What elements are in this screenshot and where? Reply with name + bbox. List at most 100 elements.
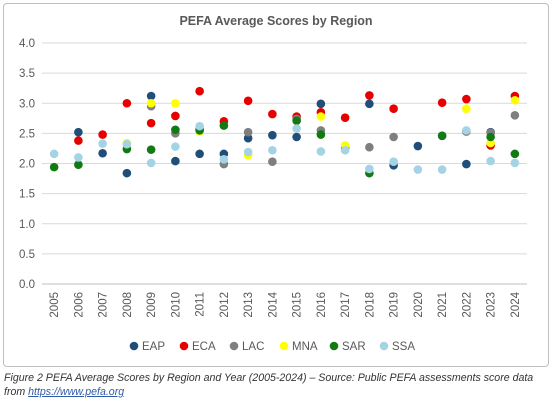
x-tick-label: 2010	[170, 292, 182, 318]
legend-marker-eca	[179, 341, 189, 351]
data-point-sar	[171, 125, 180, 135]
data-point-ssa	[365, 164, 374, 174]
x-tick-label: 2007	[98, 292, 110, 318]
legend-label-ssa: SSA	[392, 341, 415, 353]
y-tick-label: 2.5	[19, 128, 35, 140]
data-point-eap	[292, 132, 301, 142]
data-point-eap	[146, 91, 156, 101]
data-point-eap	[98, 148, 107, 158]
x-tick-label: 2020	[413, 292, 425, 318]
x-tick-label: 2005	[49, 292, 61, 318]
data-point-ssa	[122, 139, 132, 149]
legend-label-eap: EAP	[142, 341, 165, 353]
data-point-eap	[316, 99, 326, 109]
data-point-ssa	[340, 145, 350, 155]
chart-title: PEFA Average Scores by Region	[179, 14, 372, 28]
legend-marker-ssa	[379, 341, 389, 351]
y-tick-label: 3.5	[19, 68, 35, 80]
figure-caption: Figure 2 PEFA Average Scores by Region a…	[4, 371, 549, 399]
x-tick-label: 2014	[267, 291, 279, 317]
data-point-ssa	[486, 156, 495, 166]
data-point-eca	[365, 91, 374, 100]
data-point-eca	[122, 98, 132, 108]
x-tick-label: 2013	[243, 292, 255, 318]
legend-label-mna: MNA	[292, 341, 318, 353]
data-point-sar	[292, 116, 301, 126]
x-tick-label: 2022	[461, 292, 473, 318]
data-point-eap	[462, 159, 471, 169]
data-point-eca	[389, 104, 398, 113]
data-point-eap	[365, 99, 374, 109]
data-point-ssa	[413, 165, 423, 174]
data-point-ssa	[195, 121, 204, 131]
x-tick-label: 2015	[292, 292, 304, 318]
data-point-ssa	[171, 142, 180, 151]
legend-label-lac: LAC	[242, 341, 264, 353]
data-point-eca	[195, 86, 204, 96]
data-point-eca	[243, 96, 253, 106]
data-point-eca	[268, 109, 277, 119]
x-tick-label: 2018	[364, 292, 376, 318]
legend-marker-lac	[229, 341, 239, 351]
x-tick-label: 2011	[195, 292, 207, 317]
legend-marker-sar	[329, 341, 339, 351]
y-tick-label: 0.5	[19, 249, 35, 261]
data-point-ssa	[510, 158, 520, 168]
data-point-mna	[486, 138, 495, 148]
legend-label-sar: SAR	[342, 341, 366, 353]
x-tick-label: 2021	[437, 292, 449, 318]
data-point-ssa	[219, 154, 229, 164]
data-point-eca	[98, 130, 107, 139]
data-point-sar	[49, 162, 59, 172]
x-tick-label: 2006	[73, 292, 85, 318]
data-point-ssa	[243, 147, 253, 157]
y-tick-label: 2.0	[19, 159, 35, 171]
data-point-sar	[74, 160, 83, 170]
data-point-ssa	[49, 149, 59, 159]
legend-marker-eap	[129, 341, 139, 351]
source-link[interactable]: https://www.pefa.org	[28, 386, 125, 398]
data-point-ssa	[146, 158, 156, 168]
data-point-eca	[340, 113, 350, 123]
data-point-lac	[365, 142, 374, 152]
data-point-lac	[268, 157, 277, 166]
data-point-sar	[316, 130, 326, 139]
scatter-chart: PEFA Average Scores by Region 0.0 0.5 1.0 1…	[19, 14, 527, 353]
data-point-eap	[243, 133, 253, 143]
data-point-ssa	[316, 147, 326, 156]
x-tick-label: 2024	[510, 291, 522, 317]
data-point-eap	[74, 127, 83, 137]
data-point-eca	[146, 118, 156, 128]
x-tick-label: 2017	[340, 292, 352, 318]
x-tick-label: 2009	[146, 292, 158, 318]
data-point-lac	[510, 111, 520, 120]
data-point-ssa	[268, 145, 277, 155]
y-tick-label: 0.0	[19, 279, 35, 291]
data-point-ssa	[437, 165, 447, 174]
y-tick-label: 4.0	[19, 38, 35, 50]
y-tick-label: 1.0	[19, 219, 35, 231]
data-point-lac	[389, 132, 398, 142]
y-tick-label: 3.0	[19, 98, 35, 110]
chart-frame	[3, 3, 549, 367]
x-tick-label: 2008	[122, 292, 134, 318]
legend-marker-mna	[279, 341, 289, 351]
data-point-ssa	[389, 157, 398, 166]
legend-label-eca: ECA	[192, 341, 216, 353]
x-tick-label: 2012	[219, 292, 231, 318]
data-point-sar	[146, 145, 156, 154]
data-point-eca	[171, 111, 180, 121]
x-tick-label: 2016	[316, 292, 328, 318]
data-point-eap	[195, 149, 204, 159]
data-point-ssa	[98, 139, 107, 148]
data-point-sar	[437, 131, 447, 141]
data-point-mna	[510, 95, 520, 105]
data-point-mna	[462, 104, 471, 113]
data-point-eap	[122, 168, 132, 178]
data-point-eap	[171, 156, 180, 166]
x-tick-label: 2023	[486, 292, 498, 318]
x-tick-label: 2019	[389, 292, 401, 318]
data-point-lac	[243, 127, 253, 137]
data-point-ssa	[292, 124, 301, 133]
data-point-eca	[462, 94, 471, 104]
